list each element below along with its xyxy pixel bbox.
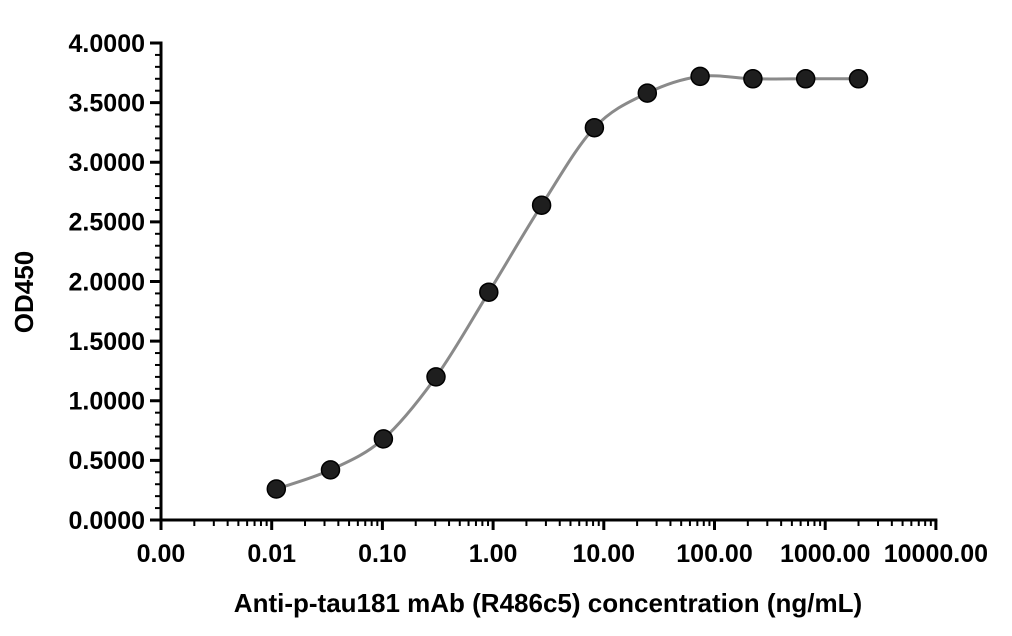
x-tick-label: 0.01 — [247, 540, 296, 568]
y-tick-label: 4.0000 — [69, 30, 145, 58]
x-tick-label: 0.00 — [137, 540, 186, 568]
data-point-marker — [426, 367, 446, 387]
fit-curve — [275, 74, 859, 491]
y-tick-label: 2.5000 — [69, 209, 145, 237]
data-point-marker — [373, 429, 394, 449]
data-point-marker — [531, 195, 552, 215]
x-tick-label: 10.00 — [573, 540, 636, 568]
data-point-marker — [795, 69, 816, 89]
y-tick-label: 0.5000 — [69, 447, 145, 475]
y-tick-label: 0.0000 — [69, 507, 145, 535]
data-point-marker — [479, 282, 499, 302]
data-point-marker — [743, 69, 763, 89]
data-point-marker — [690, 66, 710, 87]
x-tick-label: 1000.00 — [780, 540, 870, 568]
data-points — [266, 66, 869, 499]
data-point-marker — [848, 69, 869, 89]
axis-lines — [159, 41, 938, 522]
y-tick-label: 3.5000 — [69, 89, 145, 117]
y-axis-title: OD450 — [9, 251, 39, 333]
fit-curve-path — [275, 74, 859, 491]
y-tick-label: 1.5000 — [69, 328, 145, 356]
tick-labels: 0.00 0.01 0.10 1.00 10.00 100.00 1000.00 10000.… — [69, 30, 989, 568]
data-point-marker — [266, 479, 287, 499]
x-tick-label: 100.00 — [676, 540, 752, 568]
axis-ticks — [150, 41, 938, 530]
data-point-marker — [320, 460, 341, 480]
data-point-marker — [637, 83, 658, 103]
data-point-marker — [584, 117, 605, 138]
y-tick-label: 3.0000 — [69, 149, 145, 177]
y-tick-label: 1.0000 — [69, 388, 145, 416]
x-tick-label: 1.00 — [469, 540, 518, 568]
y-tick-label: 2.0000 — [69, 268, 145, 296]
x-tick-label: 10000.00 — [884, 540, 988, 568]
x-tick-label: 0.10 — [358, 540, 407, 568]
x-axis-title: Anti-p-tau181 mAb (R486c5) concentration… — [234, 588, 862, 618]
